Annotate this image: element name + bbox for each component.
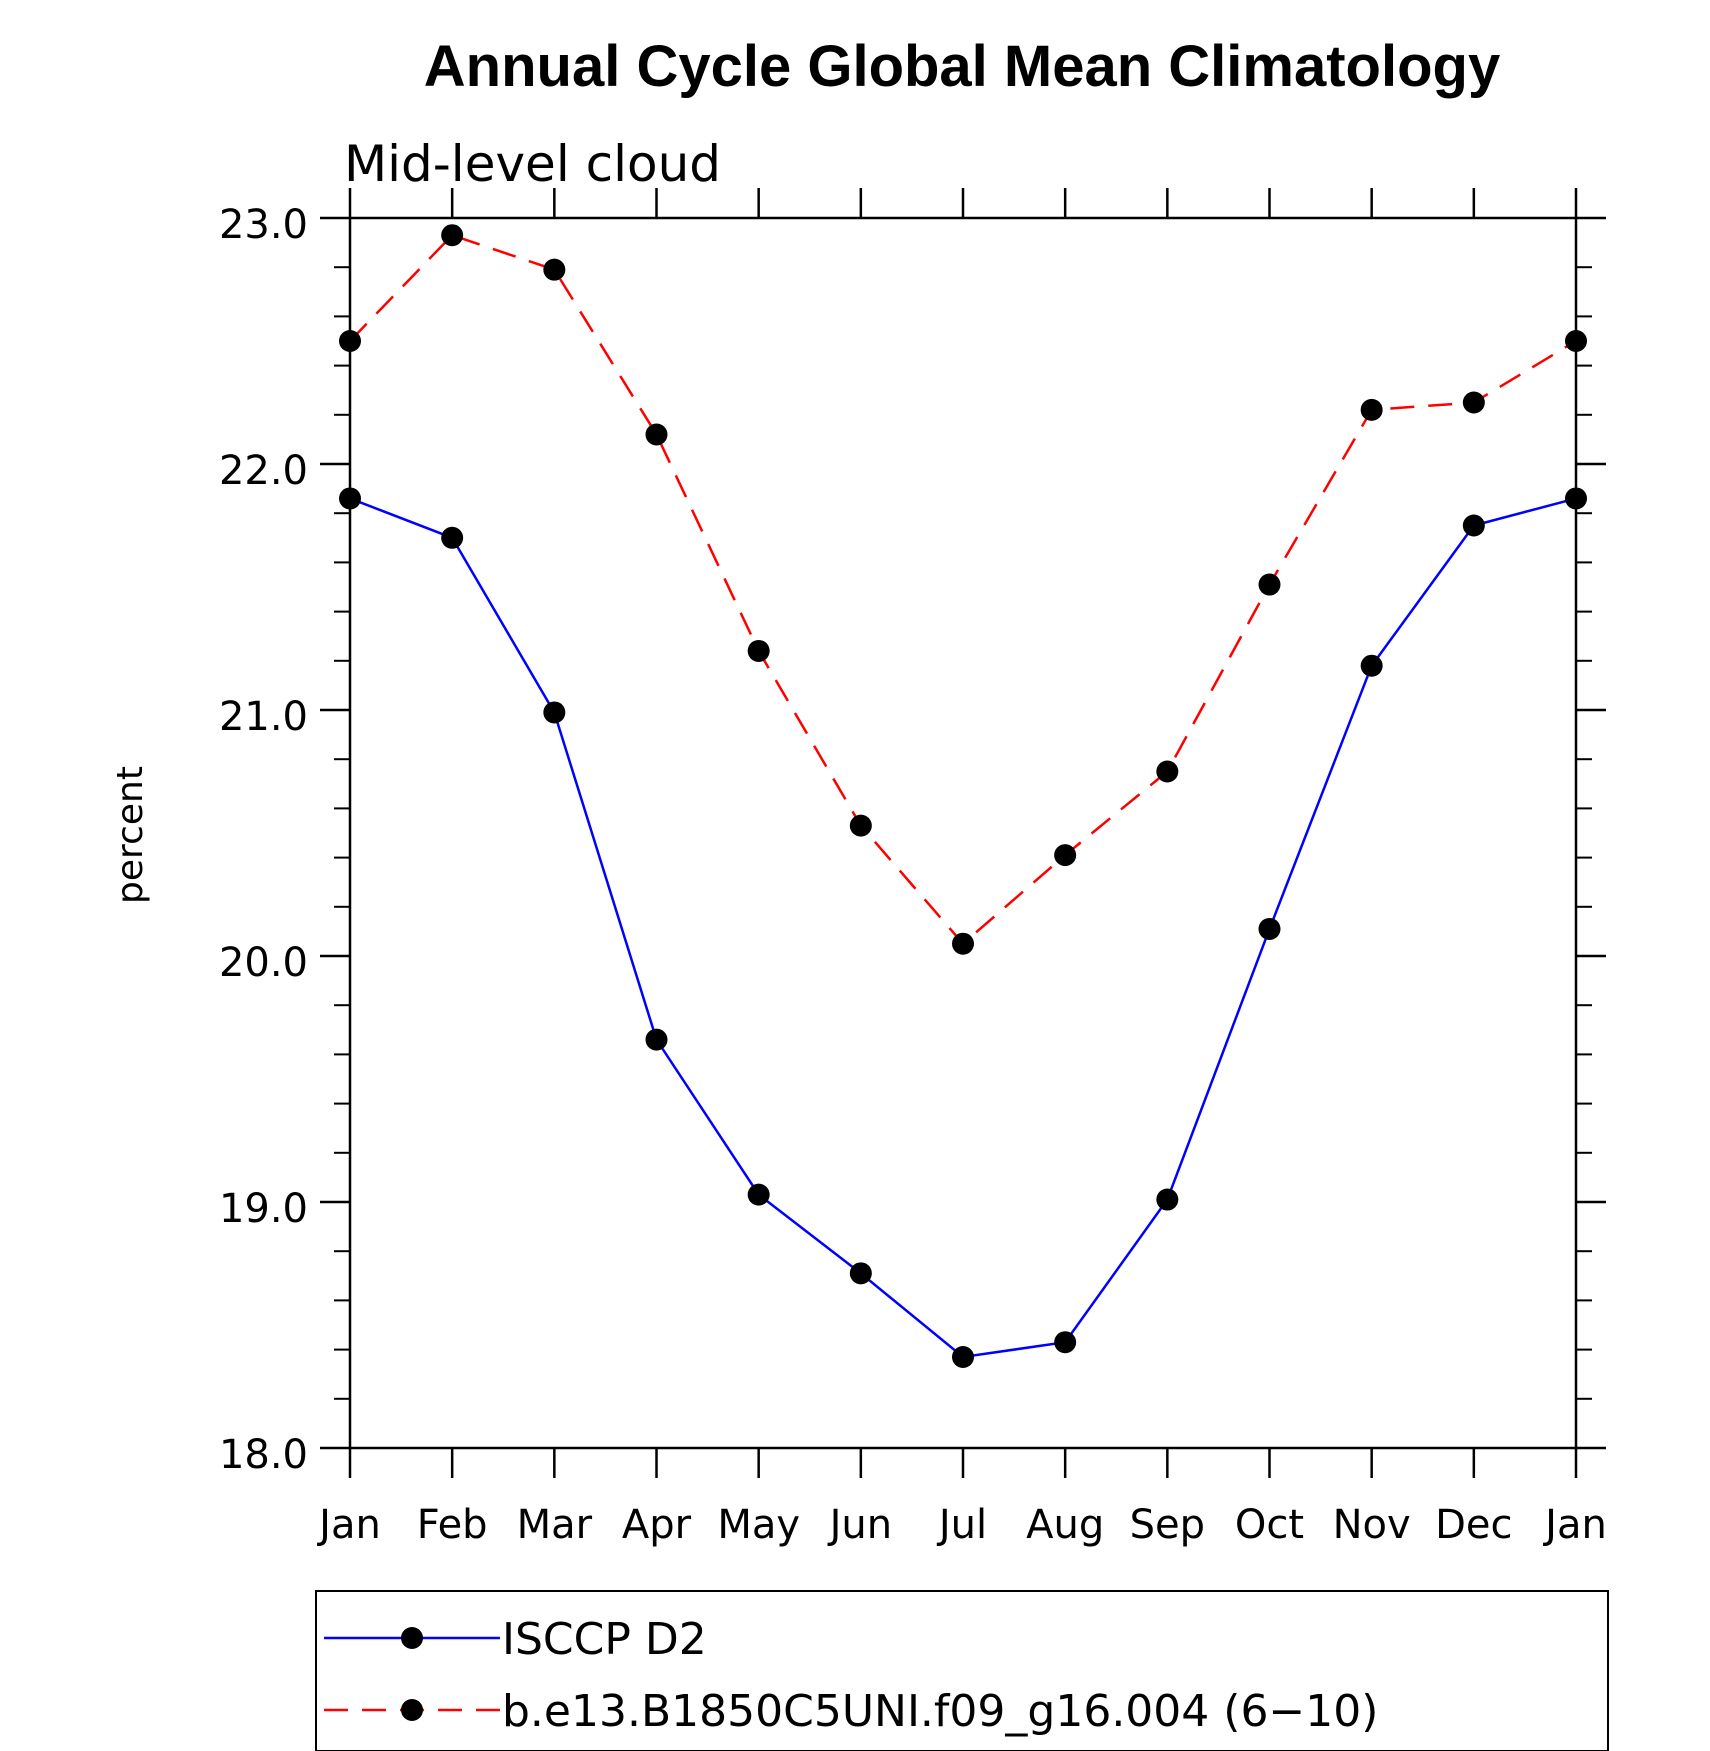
- data-point-s0-7: [1054, 1331, 1077, 1354]
- x-tick-label: Jun: [827, 1502, 893, 1548]
- y-tick-label: 23.0: [219, 202, 308, 248]
- data-point-s1-2: [543, 258, 566, 281]
- data-point-s1-6: [952, 932, 974, 955]
- x-tick-label: Apr: [622, 1502, 692, 1548]
- x-tick-label: Mar: [517, 1502, 593, 1548]
- series-line-0: [349, 497, 1577, 1359]
- data-point-s1-12: [1565, 330, 1587, 352]
- y-axis-label: percent: [110, 766, 151, 904]
- x-tick-label: Jan: [316, 1502, 381, 1548]
- data-point-s0-4: [747, 1183, 770, 1206]
- y-tick-label: 21.0: [219, 694, 308, 740]
- data-point-s1-0: [339, 330, 361, 352]
- data-point-s1-5: [849, 814, 872, 837]
- legend-entry: b.e13.B1850C5UNI.f09_g16.004 (6−10): [324, 1686, 1378, 1737]
- chart-subtitle: Mid-level cloud: [344, 135, 721, 193]
- legend-box: [315, 1590, 1609, 1751]
- plot-frame: [348, 216, 1578, 1450]
- data-point-s1-10: [1360, 398, 1383, 421]
- data-point-s0-8: [1156, 1188, 1179, 1211]
- data-point-s0-3: [645, 1028, 668, 1051]
- x-tick-label: May: [717, 1502, 800, 1548]
- x-tick-label: Aug: [1026, 1502, 1104, 1548]
- x-tick-label: Feb: [417, 1502, 488, 1548]
- data-point-s1-1: [441, 224, 464, 247]
- x-tick-label: Oct: [1235, 1502, 1304, 1548]
- axes: Jan Feb Mar Apr May Jun Jul Aug Sep Oct Nov Dec Jan1…: [219, 188, 1607, 1548]
- x-tick-label: Jan: [1542, 1502, 1607, 1548]
- data-point-s0-11: [1462, 514, 1485, 537]
- x-tick-label: Sep: [1130, 1502, 1205, 1548]
- data-point-s0-1: [441, 526, 464, 549]
- legend-label-0: ISCCP D2: [502, 1614, 707, 1665]
- legend: ISCCP D2 b.e13.B1850C5UNI.f09_g16.004 (6…: [315, 1590, 1609, 1751]
- x-tick-label: Dec: [1435, 1502, 1512, 1548]
- y-tick-label: 20.0: [219, 940, 308, 986]
- series-line-1: [349, 233, 1577, 946]
- data-point-s0-2: [543, 701, 566, 724]
- series-layer: [339, 224, 1587, 1368]
- legend-marker-0: [401, 1627, 423, 1649]
- legend-label-1: b.e13.B1850C5UNI.f09_g16.004 (6−10): [502, 1686, 1378, 1737]
- data-point-s0-10: [1360, 654, 1383, 677]
- legend-marker-1: [401, 1699, 423, 1721]
- data-point-s0-6: [952, 1345, 974, 1368]
- data-point-s1-7: [1054, 844, 1077, 867]
- data-point-s1-8: [1156, 760, 1179, 783]
- x-tick-label: Jul: [936, 1502, 987, 1548]
- data-point-s0-12: [1565, 487, 1587, 510]
- data-point-s1-3: [645, 423, 668, 446]
- data-point-s1-11: [1462, 391, 1485, 414]
- y-tick-label: 19.0: [219, 1186, 308, 1232]
- x-tick-label: Nov: [1333, 1502, 1411, 1548]
- y-tick-label: 18.0: [219, 1432, 308, 1478]
- data-point-s0-0: [339, 487, 361, 510]
- data-point-s0-9: [1258, 917, 1281, 940]
- data-point-s1-9: [1258, 573, 1281, 596]
- chart-title: Annual Cycle Global Mean Climatology: [424, 34, 1500, 99]
- y-tick-label: 22.0: [219, 448, 308, 494]
- data-point-s0-5: [849, 1262, 872, 1285]
- data-point-s1-4: [747, 639, 770, 662]
- legend-entry: ISCCP D2: [324, 1614, 707, 1665]
